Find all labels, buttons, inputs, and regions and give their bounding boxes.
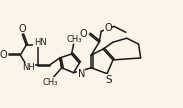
Text: CH₃: CH₃	[67, 35, 82, 44]
Text: O: O	[18, 24, 26, 34]
Text: HN: HN	[34, 38, 46, 47]
Text: S: S	[106, 75, 112, 85]
Text: CH₃: CH₃	[42, 78, 58, 87]
Text: O: O	[80, 29, 87, 39]
Text: NH: NH	[22, 63, 35, 72]
Text: O: O	[0, 50, 7, 60]
Text: N: N	[78, 69, 85, 79]
Text: O: O	[104, 23, 112, 33]
